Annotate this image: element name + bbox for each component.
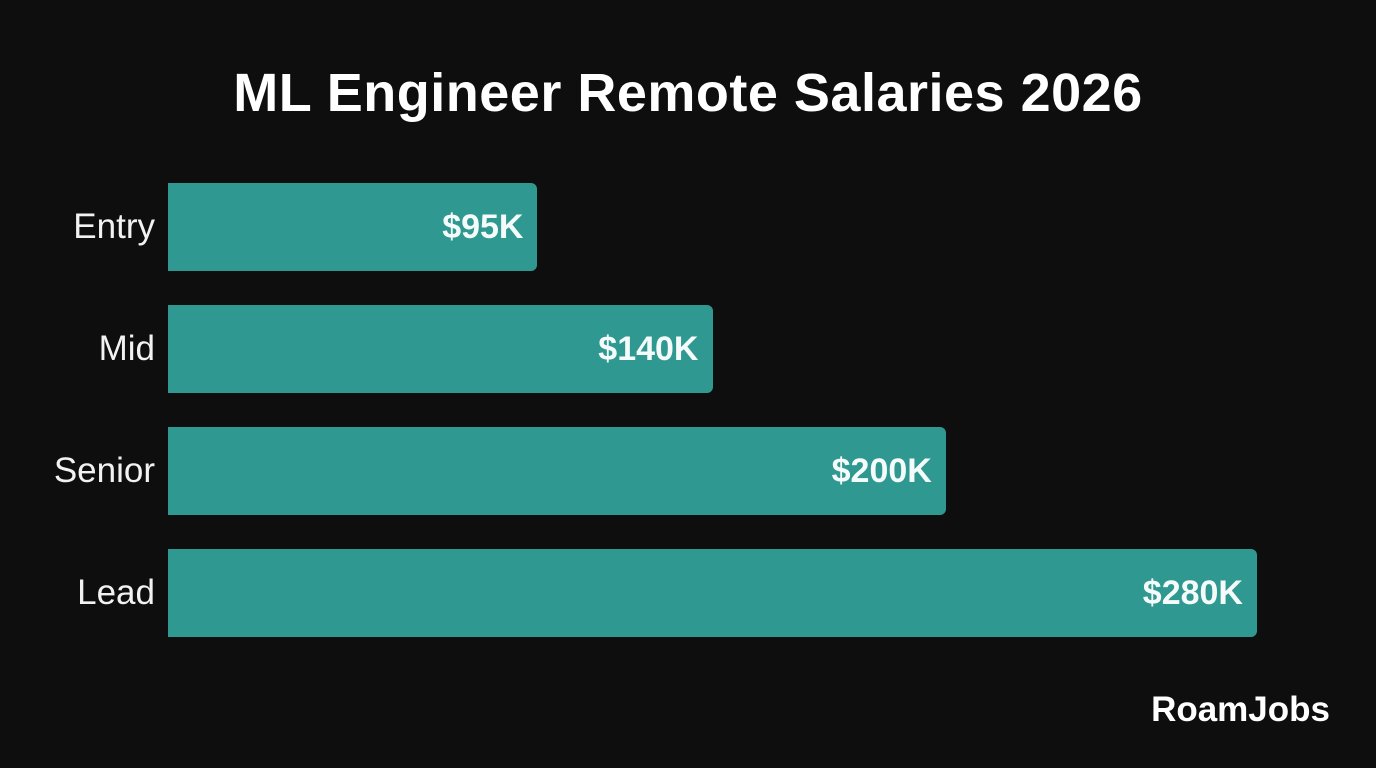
bar-senior: $200K xyxy=(168,427,946,515)
bar-row: Entry $95K xyxy=(0,183,1376,271)
category-label: Entry xyxy=(73,207,155,246)
chart-title: ML Engineer Remote Salaries 2026 xyxy=(233,63,1143,123)
bar-row: Senior $200K xyxy=(0,427,1376,515)
bar-entry: $95K xyxy=(168,183,538,271)
category-label: Senior xyxy=(53,451,155,490)
bar-row: Lead $280K xyxy=(0,549,1376,637)
category-label: Mid xyxy=(98,329,155,368)
data-label: $200K xyxy=(831,452,932,490)
data-label: $140K xyxy=(598,330,699,368)
bar-mid: $140K xyxy=(168,305,713,393)
bar-lead: $280K xyxy=(168,549,1257,637)
data-label: $95K xyxy=(442,208,524,246)
category-label: Lead xyxy=(77,573,155,612)
bar-row: Mid $140K xyxy=(0,305,1376,393)
brand-logo: RoamJobs xyxy=(1151,690,1330,729)
data-label: $280K xyxy=(1142,574,1243,612)
